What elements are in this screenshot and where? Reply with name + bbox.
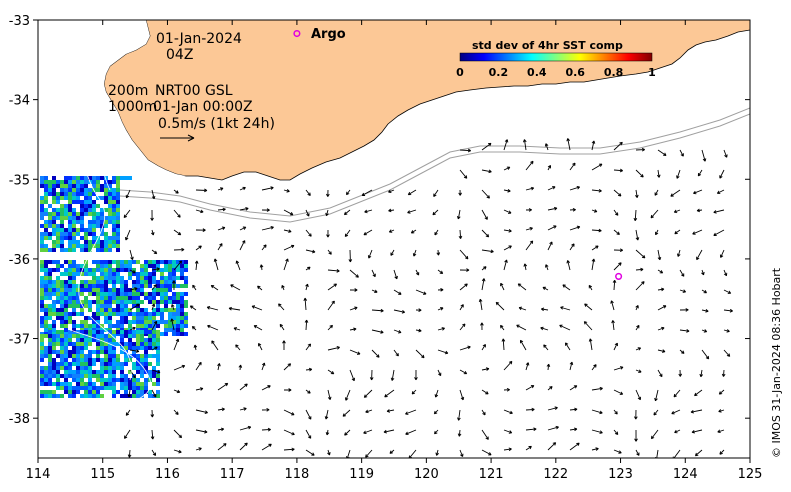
argo-markers [293, 29, 623, 280]
x-tick-label: 114 [26, 467, 51, 482]
x-tick-label: 115 [90, 467, 115, 482]
argo-float-marker [293, 29, 301, 38]
sst-contour-3 [69, 329, 151, 405]
credit-text: © IMOS 31-Jan-2024 08:36 Hobart [770, 267, 783, 458]
isobath-1000m [119, 113, 750, 223]
scale-label: 0.5m/s (1kt 24h) [158, 116, 275, 132]
colorbar-tick-label: 0.2 [489, 66, 509, 79]
y-tick-label: -37 [9, 333, 30, 348]
colorbar-title: std dev of 4hr SST comp [472, 39, 623, 52]
x-tick-label: 123 [608, 467, 633, 482]
plot-frame [37, 19, 751, 459]
colorbar-tick-label: 0.6 [565, 66, 585, 79]
colorbar-tick-label: 0.8 [604, 66, 624, 79]
argo-float-marker [615, 272, 623, 280]
x-tick-label: 117 [220, 467, 245, 482]
depth-1000-label: 1000m [108, 99, 157, 115]
x-tick-label: 118 [284, 467, 309, 482]
y-tick-label: -35 [9, 173, 30, 188]
current-vectors [123, 138, 733, 458]
scale-arrow [160, 134, 195, 142]
product-label: NRT00 GSL [155, 83, 233, 99]
colorbar [459, 52, 653, 62]
sst-contour-1 [59, 20, 132, 381]
colorbar-ticks: 0 0.2 0.4 0.6 0.8 1 [456, 66, 656, 79]
timestamp-label: 01-Jan 00:00Z [153, 99, 253, 115]
x-axis: 114 115 116 117 118 119 120 121 122 123 124 125 [26, 20, 763, 482]
y-tick-label: -36 [9, 253, 30, 268]
western-sea [38, 20, 186, 176]
x-tick-label: 122 [543, 467, 568, 482]
colorbar-tick-label: 0.4 [527, 66, 547, 79]
x-tick-label: 116 [155, 467, 180, 482]
argo-legend-label: Argo [311, 27, 346, 42]
x-tick-label: 121 [479, 467, 504, 482]
hour-label: 04Z [166, 47, 193, 63]
plot-area [38, 20, 750, 458]
colorbar-tick-label: 0 [456, 66, 464, 79]
y-tick-label: -38 [9, 412, 30, 427]
sst-contour-2 [94, 20, 111, 191]
colorbar-tick-label: 1 [648, 66, 656, 79]
x-tick-label: 120 [414, 467, 439, 482]
y-tick-label: -33 [9, 14, 30, 29]
x-tick-label: 119 [349, 467, 374, 482]
x-tick-label: 124 [673, 467, 698, 482]
date-label: 01-Jan-2024 [156, 31, 242, 47]
y-tick-label: -34 [9, 94, 30, 109]
isobath-200m [119, 107, 750, 217]
depth-200-label: 200m [108, 83, 148, 99]
x-tick-label: 125 [738, 467, 763, 482]
y-axis: -33 -34 -35 -36 -37 -38 [9, 14, 750, 427]
